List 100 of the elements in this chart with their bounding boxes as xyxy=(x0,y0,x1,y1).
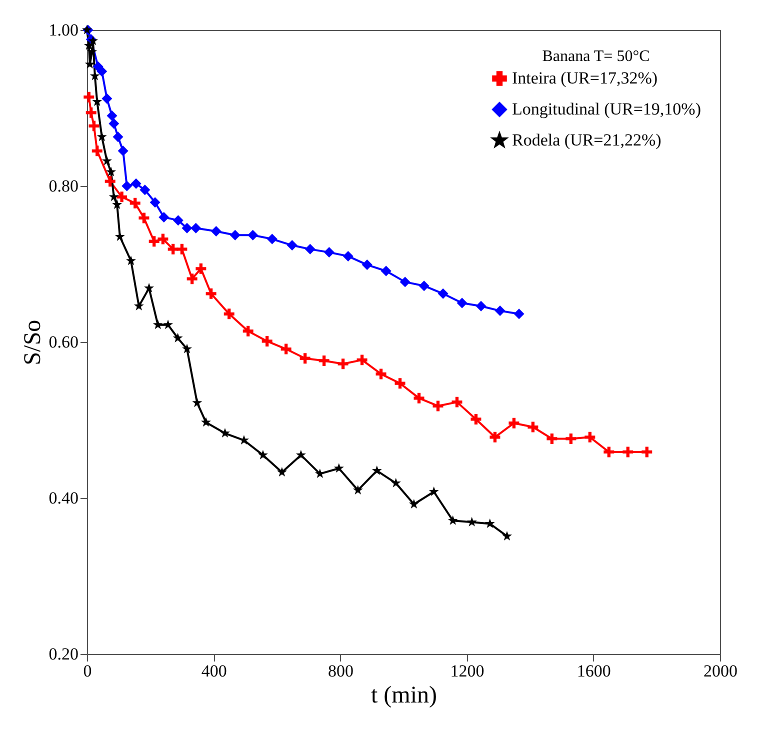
point xyxy=(140,184,150,196)
legend-title: Banana T= 50°C xyxy=(542,48,650,65)
point xyxy=(96,132,107,142)
point xyxy=(130,178,142,189)
point xyxy=(126,256,136,266)
point xyxy=(206,288,216,299)
legend-label: Longitudinal (UR=19,10%) xyxy=(512,100,702,118)
y-tick-label: 0.60 xyxy=(48,332,78,352)
point xyxy=(494,306,506,316)
point xyxy=(220,428,230,438)
point xyxy=(242,326,254,336)
point xyxy=(466,516,477,526)
point xyxy=(438,288,448,299)
point xyxy=(248,230,258,240)
point xyxy=(196,263,206,274)
point xyxy=(390,478,401,488)
point xyxy=(622,446,634,458)
point xyxy=(418,280,430,292)
point xyxy=(584,432,596,442)
point xyxy=(92,96,102,106)
point xyxy=(122,180,132,192)
point xyxy=(546,433,558,444)
point xyxy=(108,118,120,129)
point xyxy=(266,234,278,244)
point xyxy=(224,308,234,320)
point xyxy=(300,353,310,364)
point xyxy=(604,446,614,458)
point xyxy=(258,450,268,460)
point xyxy=(642,446,652,458)
point xyxy=(192,398,202,408)
y-axis-title: S/So xyxy=(20,320,46,366)
point xyxy=(190,222,202,234)
x-axis-title: t (min) xyxy=(371,682,437,708)
point xyxy=(448,515,458,525)
point xyxy=(152,320,163,330)
point xyxy=(324,247,334,258)
point xyxy=(148,236,160,247)
y-tick-label: 0.80 xyxy=(48,176,78,196)
point xyxy=(380,266,392,276)
point xyxy=(280,344,292,354)
point xyxy=(84,92,94,102)
point xyxy=(352,484,363,494)
point xyxy=(176,244,188,254)
point xyxy=(566,433,576,444)
point xyxy=(334,463,344,473)
point xyxy=(356,354,368,366)
point xyxy=(502,530,512,540)
x-tick-label: 1600 xyxy=(576,662,611,680)
point xyxy=(338,358,348,370)
point xyxy=(276,467,287,476)
point xyxy=(104,176,116,187)
x-tick-label: 2000 xyxy=(704,662,738,680)
point xyxy=(102,93,112,104)
point xyxy=(342,250,354,262)
point xyxy=(182,222,192,234)
point xyxy=(163,320,174,330)
point xyxy=(490,432,500,442)
point xyxy=(134,300,144,310)
y-tick-label: 1.00 xyxy=(48,20,78,40)
point xyxy=(86,107,96,118)
point xyxy=(230,230,240,240)
point xyxy=(210,226,222,236)
point xyxy=(106,166,116,176)
point xyxy=(172,332,183,342)
point xyxy=(186,274,198,284)
point xyxy=(484,518,495,528)
point xyxy=(158,234,168,244)
point xyxy=(138,212,150,224)
point xyxy=(286,240,298,251)
y-tick-label: 0.20 xyxy=(48,644,78,664)
point xyxy=(182,344,192,354)
point xyxy=(394,378,406,389)
point xyxy=(528,422,538,432)
point xyxy=(96,66,108,77)
point xyxy=(470,414,482,424)
point xyxy=(476,300,486,312)
x-tick-label: 400 xyxy=(201,662,227,680)
point xyxy=(108,192,119,202)
x-tick-label: 0 xyxy=(83,662,92,680)
point xyxy=(296,450,306,460)
point xyxy=(201,417,211,427)
legend-label: Inteira (UR=17,32%) xyxy=(512,68,658,88)
point xyxy=(372,465,382,475)
point xyxy=(508,418,520,428)
point xyxy=(362,260,372,270)
point xyxy=(112,199,122,209)
point xyxy=(88,36,98,46)
point xyxy=(376,368,386,380)
point xyxy=(118,146,128,156)
point xyxy=(400,276,410,288)
point xyxy=(130,198,140,208)
point xyxy=(452,396,462,408)
legend-label: Rodela (UR=21,22%) xyxy=(512,130,662,150)
point xyxy=(106,110,118,122)
point xyxy=(456,298,468,308)
y-tick-label: 0.40 xyxy=(48,488,78,508)
x-tick-label: 1200 xyxy=(450,662,484,680)
point xyxy=(428,486,439,496)
point xyxy=(112,132,124,142)
point xyxy=(314,468,325,478)
